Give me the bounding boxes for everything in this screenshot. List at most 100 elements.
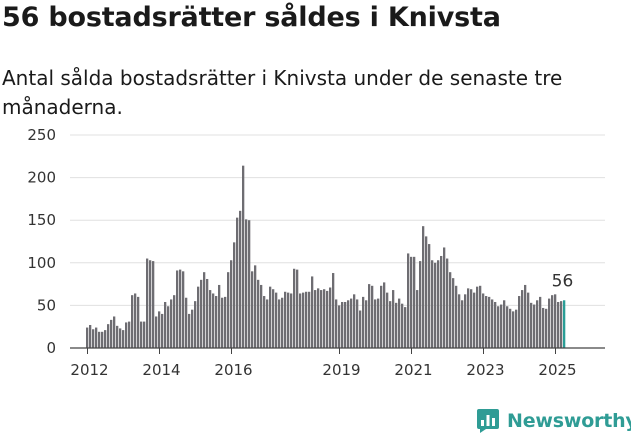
bar <box>338 305 341 348</box>
bar <box>398 298 401 348</box>
bar <box>107 324 110 348</box>
bar-chart-logo-icon <box>477 409 499 433</box>
bar <box>215 296 218 348</box>
bar <box>311 276 314 348</box>
bar <box>425 236 428 348</box>
bar <box>413 256 416 348</box>
bar <box>350 298 353 348</box>
bar <box>296 269 299 348</box>
bar <box>431 260 434 348</box>
bar <box>323 289 326 348</box>
axes <box>70 347 605 354</box>
bar <box>299 293 302 348</box>
bar <box>113 316 116 348</box>
bar <box>401 303 404 348</box>
bar <box>389 301 392 348</box>
newsworthy-logo: Newsworthy <box>476 408 631 434</box>
bar <box>512 311 515 348</box>
bar <box>374 299 377 348</box>
bar <box>341 301 344 348</box>
bar <box>191 309 194 348</box>
bar <box>305 291 308 348</box>
bar <box>524 284 527 348</box>
bar <box>302 292 305 348</box>
bar <box>377 298 380 348</box>
bar <box>458 294 461 348</box>
bar <box>92 329 95 348</box>
bar <box>449 272 452 348</box>
bar <box>149 260 152 348</box>
bar <box>527 292 530 348</box>
bar <box>548 298 551 348</box>
bar <box>212 293 215 348</box>
bar <box>467 288 470 348</box>
bar <box>386 292 389 348</box>
bar <box>185 297 188 348</box>
bar <box>284 291 287 348</box>
bar <box>209 290 212 348</box>
bar <box>266 299 269 348</box>
bar <box>410 256 413 348</box>
bar <box>380 285 383 348</box>
bar <box>482 293 485 348</box>
bar <box>140 321 143 348</box>
bar <box>344 301 347 348</box>
bar <box>101 331 104 348</box>
bar <box>470 289 473 348</box>
bar <box>200 279 203 348</box>
bar <box>164 301 167 348</box>
bar <box>356 299 359 348</box>
bar <box>272 289 275 348</box>
x-tick-label: 2019 <box>322 361 360 379</box>
bar <box>152 261 155 348</box>
bar <box>533 304 536 348</box>
chart-subtitle: Antal sålda bostadsrätter i Knivsta unde… <box>2 66 563 119</box>
x-tick-label: 2012 <box>70 361 108 379</box>
bar <box>143 321 146 348</box>
bar <box>521 290 524 348</box>
bar <box>158 311 161 348</box>
bar <box>446 258 449 348</box>
bar <box>248 220 251 348</box>
bar <box>254 265 257 348</box>
bar <box>236 217 239 348</box>
bar <box>182 271 185 348</box>
bar <box>365 300 368 348</box>
bar <box>206 278 209 348</box>
y-tick-label: 50 <box>37 296 56 314</box>
bar <box>104 330 107 348</box>
bar <box>287 292 290 348</box>
bar <box>245 219 248 348</box>
y-tick-label: 100 <box>27 254 56 272</box>
bar <box>485 296 488 348</box>
bar <box>89 324 92 348</box>
bar <box>443 247 446 348</box>
bar <box>167 306 170 348</box>
bar <box>392 290 395 348</box>
bar-series <box>86 165 566 348</box>
bar <box>275 292 278 348</box>
axis-tick-labels: 0 50 100 150 200 250 56 2012 2014 2016 2019 2021 202… <box>27 126 576 379</box>
bar <box>137 296 140 348</box>
bar <box>242 165 245 348</box>
bar <box>326 290 329 348</box>
bar <box>422 226 425 348</box>
bar <box>476 286 479 348</box>
bar <box>488 296 491 348</box>
bar <box>128 321 131 348</box>
bar <box>224 296 227 348</box>
bar <box>269 286 272 348</box>
bar <box>371 285 374 348</box>
chart-title: 56 bostadsrätter såldes i Knivsta <box>2 2 501 33</box>
bar <box>497 306 500 348</box>
bar <box>479 285 482 348</box>
bar <box>332 273 335 348</box>
bar <box>314 290 317 348</box>
bar <box>146 258 149 348</box>
bar <box>551 295 554 348</box>
bar <box>545 308 548 348</box>
bar <box>416 290 419 348</box>
x-tick-label: 2025 <box>538 361 576 379</box>
y-tick-label: 150 <box>27 211 56 229</box>
bar <box>509 308 512 348</box>
